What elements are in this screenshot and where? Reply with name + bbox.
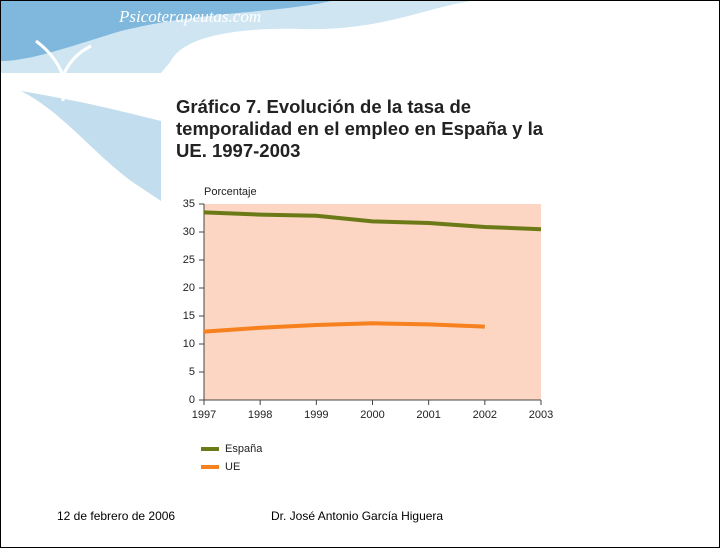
plot-background (204, 204, 541, 400)
y-tick-label: 15 (183, 310, 195, 322)
logo-figure (35, 39, 92, 101)
x-tick-label: 2000 (360, 409, 384, 421)
footer-date: 12 de febrero de 2006 (57, 509, 176, 523)
y-tick-label: 10 (183, 338, 195, 350)
y-tick-label: 20 (183, 282, 195, 294)
legend-label: UE (225, 461, 240, 473)
y-tick-label: 5 (189, 366, 195, 378)
y-tick-label: 30 (183, 226, 195, 238)
logo-text: Psicoterapeutas.com (118, 7, 261, 26)
legend-label: España (225, 443, 263, 455)
chart-title: Gráfico 7. Evolución de la tasa de tempo… (176, 96, 544, 161)
header-swoosh-dark (1, 1, 331, 61)
series-line (203, 321, 485, 334)
x-tick-label: 1999 (304, 409, 328, 421)
y-tick-label: 25 (183, 254, 195, 266)
y-axis-label: Porcentaje (204, 186, 257, 198)
footer-author: Dr. José Antonio García Higuera (271, 509, 444, 523)
series-line (203, 210, 542, 232)
x-tick-label: 1997 (192, 409, 216, 421)
x-tick-label: 2002 (473, 409, 497, 421)
y-tick-label: 0 (189, 394, 195, 406)
x-tick-label: 1998 (248, 409, 272, 421)
side-swoosh (21, 91, 161, 201)
x-tick-label: 2003 (529, 409, 553, 421)
y-tick-label: 35 (183, 198, 195, 210)
x-tick-label: 2001 (416, 409, 440, 421)
